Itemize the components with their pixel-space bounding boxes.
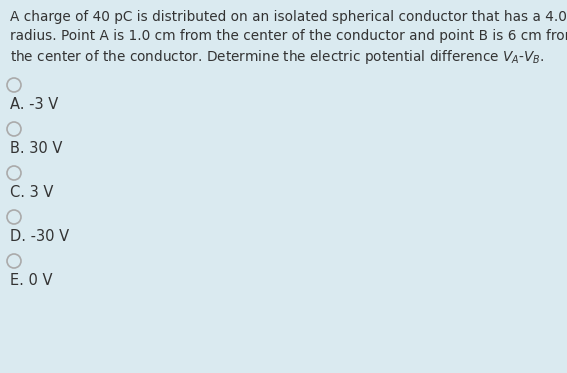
Text: D. -30 V: D. -30 V: [10, 229, 69, 244]
Text: the center of the conductor. Determine the electric potential difference $V_A$-$: the center of the conductor. Determine t…: [10, 48, 544, 66]
Text: B. 30 V: B. 30 V: [10, 141, 62, 156]
Text: E. 0 V: E. 0 V: [10, 273, 53, 288]
Text: A. -3 V: A. -3 V: [10, 97, 58, 112]
Text: C. 3 V: C. 3 V: [10, 185, 53, 200]
Text: A charge of 40 pC is distributed on an isolated spherical conductor that has a 4: A charge of 40 pC is distributed on an i…: [10, 10, 567, 24]
Text: radius. Point A is 1.0 cm from the center of the conductor and point B is 6 cm f: radius. Point A is 1.0 cm from the cente…: [10, 29, 567, 43]
